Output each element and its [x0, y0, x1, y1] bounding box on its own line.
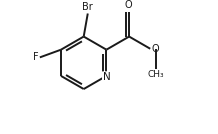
Text: N: N: [102, 72, 110, 82]
Text: O: O: [124, 0, 132, 10]
Text: CH₃: CH₃: [148, 70, 164, 79]
Text: F: F: [33, 52, 39, 62]
Text: Br: Br: [82, 2, 93, 12]
Text: O: O: [151, 44, 159, 54]
